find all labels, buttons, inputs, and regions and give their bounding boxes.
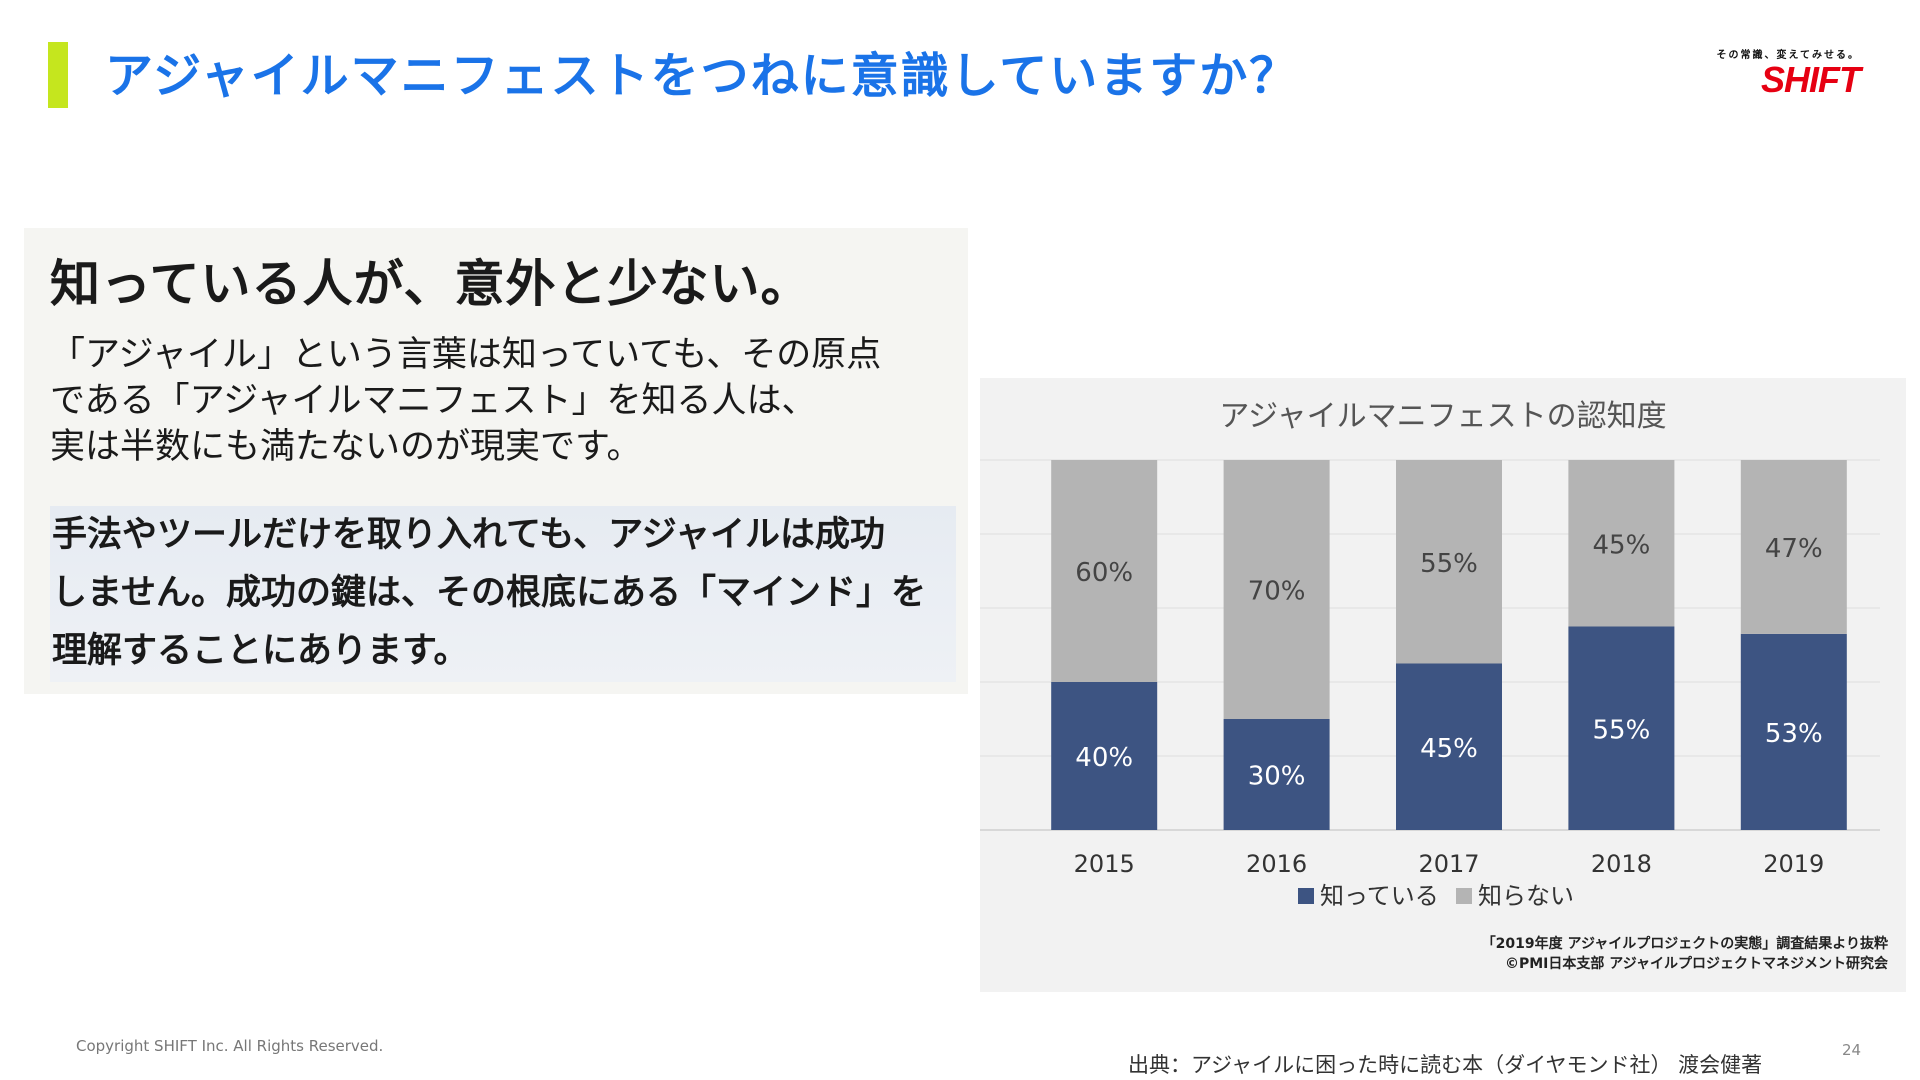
bar-value-label: 45%: [1593, 530, 1651, 560]
chart-title: アジャイルマニフェストの認知度: [1219, 399, 1666, 434]
text-panel: 知っている人が、意外と少ない。 「アジャイル」という言葉は知っていても、その原点…: [24, 228, 968, 694]
chart-legend: 知っている 知らない: [1298, 882, 1574, 910]
bar-unknown: [1051, 460, 1158, 682]
logo-wordmark: SHIFT: [1761, 59, 1861, 100]
chart-source-note: 「2019年度 アジャイルプロジェクトの実態」調査結果より抜粋 ©PMI日本支部…: [1482, 934, 1888, 974]
legend-swatch: [1298, 888, 1314, 904]
chart-panel: アジャイルマニフェストの認知度 40% 60% 30% 70% 45% 55% 55% 45%…: [980, 378, 1906, 992]
bar-value-label: 30%: [1248, 762, 1306, 792]
page-number: 24: [1842, 1041, 1862, 1059]
paragraph-line: である「アジャイルマニフェスト」を知る人は、: [50, 381, 817, 421]
highlight-line: 理解することにあります。: [52, 631, 469, 671]
bar-known: [1396, 663, 1502, 830]
bar-known: [1051, 682, 1158, 830]
stacked-bar-chart: アジャイルマニフェストの認知度 40% 60% 30% 70% 45% 55% 55% 45%…: [980, 399, 1880, 910]
chart-bars: 40% 60% 30% 70% 45% 55% 55% 45% 53% 47%: [1051, 460, 1847, 830]
source-line: ©PMI日本支部 アジャイルプロジェクトマネジメント研究会: [1504, 956, 1888, 972]
title-accent-bar: [48, 42, 68, 108]
bar-value-label: 55%: [1593, 715, 1651, 745]
highlight-text: 手法やツールだけを取り入れても、アジャイルは成功 しません。成功の鍵は、その根底…: [52, 506, 956, 680]
x-tick-label: 2015: [1074, 850, 1135, 878]
bar-value-label: 47%: [1765, 534, 1823, 564]
bar-unknown: [1568, 460, 1675, 627]
logo-tagline: その常識、変えてみせる。: [1716, 50, 1860, 61]
bar-unknown: [1223, 460, 1330, 719]
bar-unknown: [1740, 460, 1847, 634]
bar-value-label: 45%: [1420, 734, 1478, 764]
paragraph-line: 実は半数にも満たないのが現実です。: [50, 427, 642, 467]
legend-label: 知っている: [1320, 882, 1439, 910]
legend-label: 知らない: [1478, 882, 1574, 910]
bar-value-label: 55%: [1420, 549, 1478, 579]
highlight-line: しません。成功の鍵は、その根底にある「マインド」を: [52, 573, 926, 613]
copyright-text: Copyright SHIFT Inc. All Rights Reserved…: [76, 1037, 384, 1055]
highlight-line: 手法やツールだけを取り入れても、アジャイルは成功: [52, 515, 886, 555]
highlight-box: 手法やツールだけを取り入れても、アジャイルは成功 しません。成功の鍵は、その根底…: [50, 506, 956, 682]
slide-title: アジャイルマニフェストをつねに意識していますか？: [105, 48, 1300, 104]
bar-value-label: 40%: [1075, 743, 1133, 773]
chart-x-axis: 2015 2016 2017 2018 2019: [1074, 850, 1825, 878]
x-tick-label: 2016: [1246, 850, 1307, 878]
panel-heading: 知っている人が、意外と少ない。: [50, 255, 812, 313]
source-line: 「2019年度 アジャイルプロジェクトの実態」調査結果より抜粋: [1481, 936, 1888, 952]
bar-value-label: 60%: [1075, 558, 1133, 588]
x-tick-label: 2018: [1591, 850, 1652, 878]
bar-value-label: 53%: [1765, 719, 1823, 749]
shift-logo: その常識、変えてみせる。 SHIFT: [1680, 46, 1862, 100]
bar-unknown: [1396, 460, 1502, 664]
panel-paragraph: 「アジャイル」という言葉は知っていても、その原点 である「アジャイルマニフェスト…: [50, 332, 950, 470]
bar-value-label: 70%: [1248, 577, 1306, 607]
legend-swatch: [1456, 888, 1472, 904]
citation-text: 出典：アジャイルに困った時に読む本（ダイヤモンド社） 渡会健著: [1128, 1053, 1763, 1077]
x-tick-label: 2017: [1418, 850, 1479, 878]
bar-known: [1740, 633, 1847, 830]
paragraph-line: 「アジャイル」という言葉は知っていても、その原点: [50, 335, 882, 375]
x-tick-label: 2019: [1763, 850, 1824, 878]
bar-known: [1568, 626, 1675, 830]
bar-known: [1223, 719, 1330, 830]
